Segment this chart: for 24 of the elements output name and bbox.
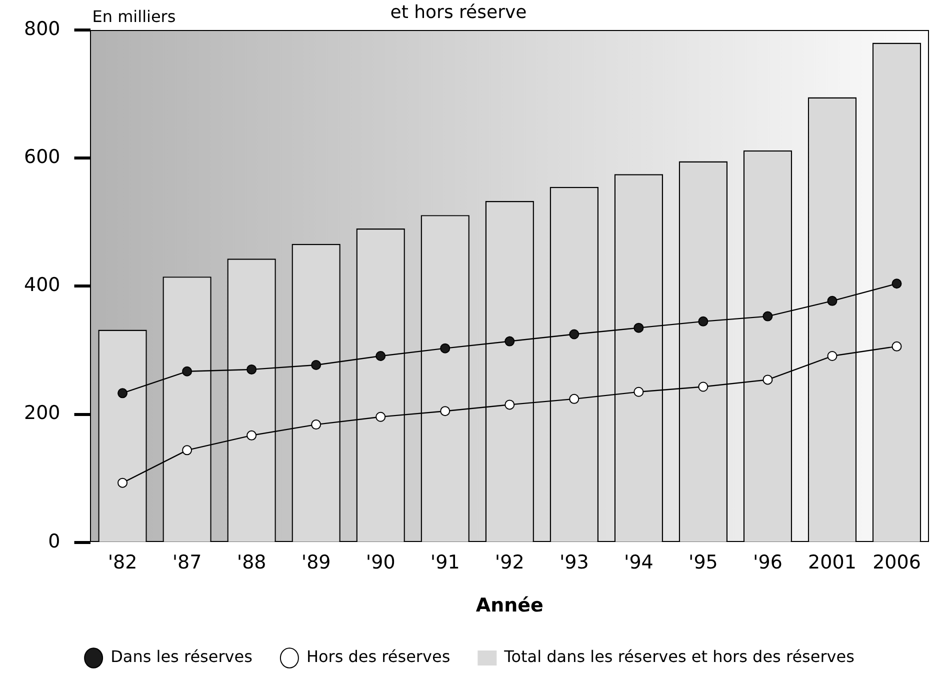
x-tick-label: '93 — [559, 552, 589, 574]
x-tick-label: '89 — [301, 552, 331, 574]
legend-label: Total dans les réserves et hors des réserves — [503, 647, 854, 666]
x-tick-label: '90 — [366, 552, 396, 574]
x-tick-label: '94 — [624, 552, 654, 574]
y-tick-label: 400 — [24, 274, 60, 296]
y-tick-label: 200 — [24, 402, 60, 424]
x-tick-label: '82 — [108, 552, 138, 574]
x-tick-label: '87 — [172, 552, 202, 574]
x-tick-label: 2001 — [808, 552, 856, 574]
x-tick-label: 2006 — [872, 552, 921, 574]
x-tick-label: '92 — [494, 552, 524, 574]
x-tick-label: '88 — [236, 552, 266, 574]
x-tick-label: '96 — [753, 552, 782, 574]
y-tick-label: 600 — [24, 146, 60, 168]
y-axis-title: En milliers — [92, 7, 176, 26]
y-tick-label: 0 — [48, 530, 60, 552]
x-axis-title: Année — [476, 594, 544, 617]
x-tick-label: '95 — [688, 552, 718, 574]
y-tick-label: 800 — [24, 18, 60, 40]
legend-label: Hors des réserves — [306, 647, 450, 666]
legend-label: Dans les réserves — [110, 647, 252, 666]
x-tick-label: '91 — [430, 552, 460, 574]
chart-title: et hors réserve — [390, 2, 527, 23]
